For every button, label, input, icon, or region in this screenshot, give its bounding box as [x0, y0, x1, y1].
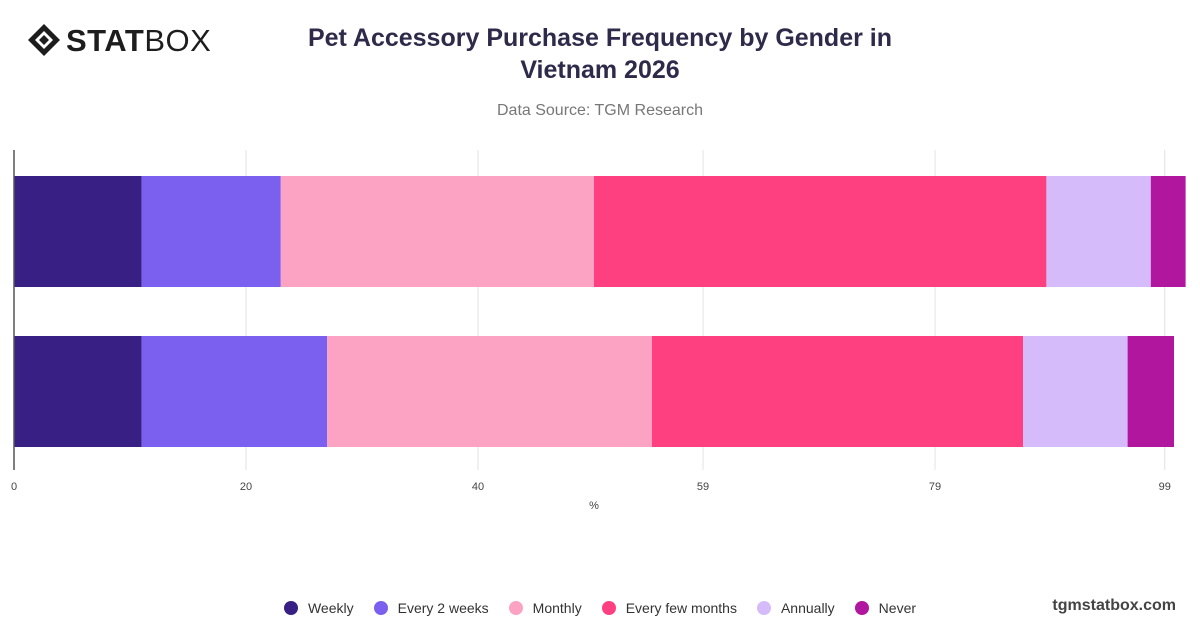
legend-label: Monthly — [532, 600, 582, 616]
chart-legend: Weekly Every 2 weeks Monthly Every few mont… — [0, 600, 1200, 616]
x-tick-label: 40 — [472, 481, 484, 493]
chart-title: Pet Accessory Purchase Frequency by Gend… — [307, 24, 893, 84]
x-tick-label: 59 — [697, 481, 709, 493]
bar-segment — [280, 176, 594, 287]
legend-swatch — [283, 601, 298, 615]
bar-segment — [1023, 336, 1128, 447]
legend-label: Weekly — [307, 600, 354, 616]
legend-label: Never — [878, 600, 917, 616]
legend-item[interactable]: Never — [854, 600, 917, 616]
chart-header: Pet Accessory Purchase Frequency by Gend… — [270, 22, 930, 120]
bar-segment — [14, 176, 142, 287]
x-tick-label: 79 — [929, 481, 941, 493]
bar-segment — [594, 176, 1047, 287]
legend-item[interactable]: Every few months — [601, 600, 737, 616]
legend-swatch — [756, 601, 771, 615]
statbox-logo: STATBOX — [26, 22, 211, 58]
legend-swatch — [601, 601, 616, 615]
x-tick-label: 0 — [11, 481, 17, 493]
legend-swatch — [854, 601, 869, 615]
legend-label: Annually — [780, 600, 835, 616]
legend-item[interactable]: Weekly — [283, 600, 354, 616]
legend-label: Every few months — [625, 600, 737, 616]
bar-segment — [141, 336, 328, 447]
logo-text-stat: STAT — [66, 22, 145, 58]
bar-segment — [141, 176, 281, 287]
bar-segment — [327, 336, 652, 447]
bar-segment — [652, 336, 1024, 447]
logo-text-box: BOX — [144, 22, 212, 58]
x-tick-label: 99 — [1159, 481, 1171, 493]
legend-item[interactable]: Every 2 weeks — [373, 600, 489, 616]
legend-item[interactable]: Monthly — [508, 600, 582, 616]
legend-item[interactable]: Annually — [756, 600, 835, 616]
bar-segment — [14, 336, 142, 447]
bar-segment — [1127, 336, 1174, 447]
x-tick-label: 20 — [240, 481, 252, 493]
bar-segment — [1150, 176, 1186, 287]
watermark: tgmstatbox.com — [1052, 597, 1176, 614]
logo-wordmark: STATBOX — [66, 25, 211, 56]
statbox-diamond-icon — [28, 24, 60, 56]
legend-swatch — [373, 601, 388, 615]
legend-swatch — [508, 601, 523, 615]
bar-segment — [1046, 176, 1151, 287]
x-axis-label: % — [589, 500, 599, 512]
legend-label: Every 2 weeks — [397, 600, 489, 616]
chart-subtitle: Data Source: TGM Research — [496, 102, 703, 119]
